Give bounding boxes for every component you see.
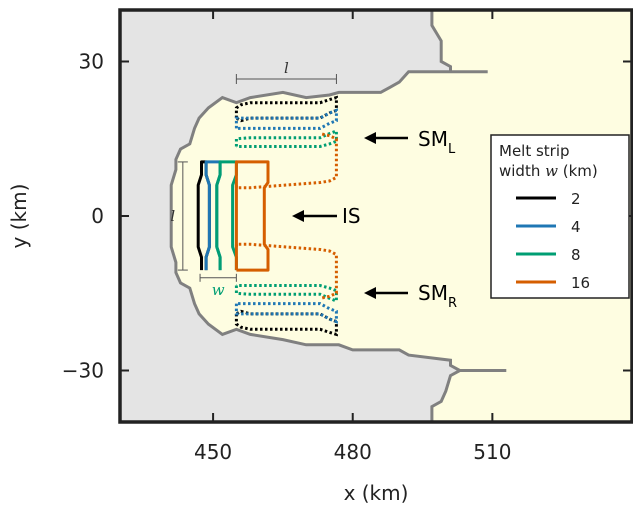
margin-right-strip-2 (234, 309, 338, 337)
ice-shelf-outline (169, 10, 507, 422)
svg-text:SMR: SMR (418, 281, 457, 311)
legend-label-4: 4 (571, 218, 581, 236)
margin-right-strip-16 (234, 242, 338, 300)
svg-text:SML: SML (418, 127, 456, 157)
ice-strip-8 (215, 160, 238, 271)
x-tick-label-450: 450 (194, 440, 232, 464)
width-dimension-label: w (212, 281, 225, 299)
melt-strip-series (196, 95, 338, 337)
annotation-is-label: IS (342, 204, 361, 228)
margin-left-strip-2 (234, 95, 338, 123)
length-dimension-label: l (284, 59, 289, 77)
series-8 (215, 128, 338, 304)
axis-ticks: 450 480 510 30 0 −30 (62, 10, 632, 464)
margin-left-strip-4 (234, 108, 338, 130)
series-16 (234, 132, 338, 300)
annotation-sm-l-label: SM (418, 127, 448, 151)
annotation-is: IS (292, 204, 361, 228)
x-tick-label-510: 510 (473, 440, 511, 464)
vertical-length-label: l (170, 207, 175, 225)
legend-title-line2: width w (km) (499, 162, 598, 180)
y-tick-label-1: 0 (91, 204, 104, 228)
ice-strip-16 (234, 160, 270, 272)
margin-right-strip-4 (234, 302, 338, 324)
margin-left-strip-8 (234, 128, 338, 148)
annotation-sm-l: SML (364, 127, 456, 157)
annotation-sm-r-label: SM (418, 281, 448, 305)
grounded-ice-region (120, 10, 507, 422)
legend-title-line1: Melt strip (499, 142, 570, 160)
legend: Melt strip width w (km) 2 4 8 16 (490, 134, 630, 299)
y-tick-label-2: −30 (62, 359, 104, 383)
y-tick-label-0: 30 (79, 50, 104, 74)
legend-box (490, 134, 630, 299)
legend-label-2: 2 (571, 190, 581, 208)
annotation-sm-r: SMR (364, 281, 457, 311)
dimension-markers: l w l (170, 59, 337, 299)
annotation-sm-r-sub: R (448, 296, 457, 311)
x-axis-label: x (km) (344, 481, 409, 505)
margin-right-strip-8 (234, 284, 338, 304)
legend-label-8: 8 (571, 246, 581, 264)
legend-label-16: 16 (571, 274, 590, 292)
x-tick-label-480: 480 (334, 440, 372, 464)
margin-left-strip-16 (234, 132, 338, 190)
annotation-sm-l-sub: L (448, 142, 456, 157)
y-axis-label: y (km) (7, 184, 31, 249)
